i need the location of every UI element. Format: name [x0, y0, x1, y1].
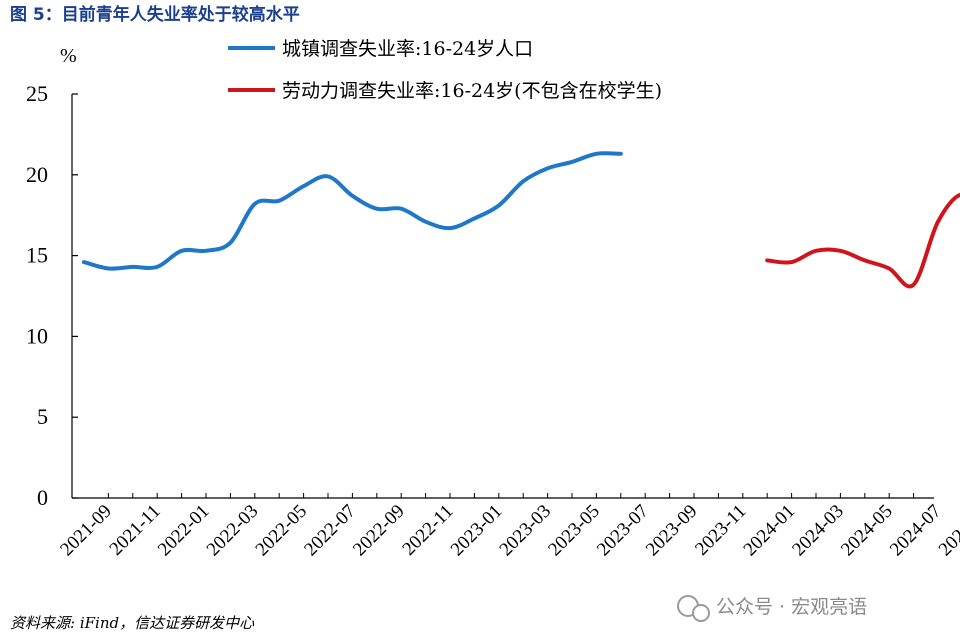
wechat-icon: [677, 595, 710, 622]
x-tick-label: 2024-05: [837, 501, 897, 561]
x-tick-label: 2023-05: [544, 501, 604, 561]
watermark: 公众号 · 宏观亮语: [677, 595, 867, 622]
x-tick-label: 2022-07: [300, 501, 360, 561]
y-tick-label: 25: [26, 81, 48, 106]
x-tick-label: 2024-01: [740, 501, 800, 561]
x-axis: 2021-092021-112022-012022-032022-052022-…: [56, 493, 960, 560]
y-axis-unit: %: [60, 45, 77, 67]
y-tick-label: 0: [37, 485, 48, 510]
x-tick-label: 2022-09: [349, 501, 409, 561]
x-tick-label: 2022-03: [203, 501, 263, 561]
series-layer: [82, 151, 960, 289]
x-tick-label: 2022-01: [154, 501, 214, 561]
x-tick-label: 2022-11: [398, 501, 457, 560]
series-line-urban-youth: [82, 151, 623, 271]
x-tick-label: 2022-05: [252, 501, 312, 561]
watermark-text: 公众号 · 宏观亮语: [716, 596, 867, 618]
x-tick-label: 2023-07: [593, 501, 653, 561]
x-tick-label: 2023-11: [691, 501, 750, 560]
x-tick-label: 2023-03: [496, 501, 556, 561]
y-tick-label: 20: [26, 162, 48, 187]
x-tick-label: 2024-07: [886, 501, 946, 561]
x-tick-label: 2023-09: [642, 501, 702, 561]
y-tick-label: 10: [26, 323, 48, 348]
x-tick-label: 2021-09: [56, 501, 116, 561]
x-tick-label: 2021-11: [106, 501, 165, 560]
legend-label-urban: 城镇调查失业率:16-24岁人口: [282, 38, 533, 60]
x-tick-label: 2024-03: [788, 501, 848, 561]
figure-title: 图 5：目前青年人失业率处于较高水平: [10, 4, 300, 25]
legend-label-labor: 劳动力调查失业率:16-24岁(不包含在校学生): [282, 80, 662, 102]
y-axis: 0 5 10 15 20 25: [26, 81, 78, 510]
source-note: 资料来源: iFind，信达证券研发中心: [10, 614, 255, 632]
y-tick-label: 5: [37, 404, 48, 429]
legend: 城镇调查失业率:16-24岁人口 劳动力调查失业率:16-24岁(不包含在校学生…: [228, 38, 662, 102]
x-tick-label: 2023-01: [447, 501, 507, 561]
series-line-labor-youth: [765, 192, 960, 289]
y-tick-label: 15: [26, 243, 48, 268]
